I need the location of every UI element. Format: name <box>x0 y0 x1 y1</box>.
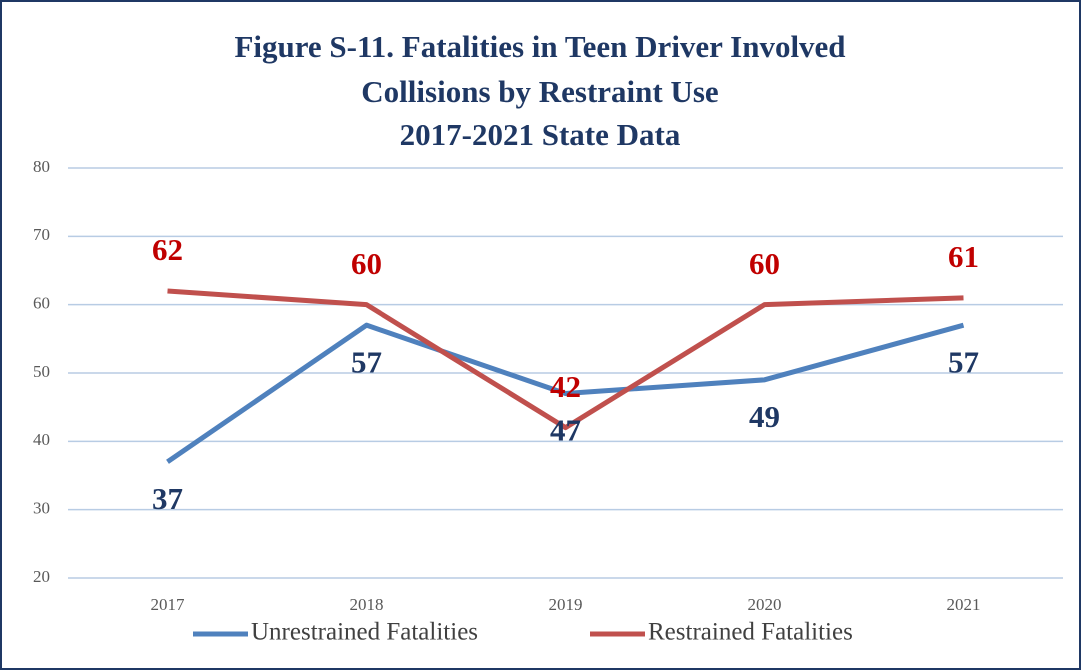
x-tick-label: 2020 <box>748 595 782 614</box>
data-label: 49 <box>749 399 780 434</box>
y-tick-label: 60 <box>33 294 50 313</box>
y-tick-label: 70 <box>33 225 50 244</box>
data-label: 62 <box>152 232 183 267</box>
data-label: 61 <box>948 239 979 274</box>
legend-label: Unrestrained Fatalities <box>251 619 478 646</box>
x-tick-label: 2018 <box>350 595 384 614</box>
legend-label: Restrained Fatalities <box>648 619 853 646</box>
series-line <box>166 322 965 464</box>
y-tick-label: 40 <box>33 430 50 449</box>
data-label: 42 <box>550 369 581 404</box>
data-label: 57 <box>351 344 382 379</box>
chart-title: 2017-2021 State Data <box>400 117 681 152</box>
x-tick-label: 2017 <box>151 595 186 614</box>
data-label: 47 <box>550 413 581 448</box>
data-label: 57 <box>948 344 979 379</box>
data-label: 37 <box>152 481 183 516</box>
series-line <box>167 288 964 431</box>
data-label: 60 <box>749 246 780 281</box>
x-tick-label: 2021 <box>947 595 981 614</box>
y-tick-label: 20 <box>33 567 50 586</box>
data-label: 60 <box>351 246 382 281</box>
x-tick-label: 2019 <box>549 595 583 614</box>
y-tick-label: 30 <box>33 499 50 518</box>
y-tick-label: 50 <box>33 362 50 381</box>
y-tick-label: 80 <box>33 157 50 176</box>
chart-title: Collisions by Restraint Use <box>361 74 718 109</box>
chart-title: Figure S-11. Fatalities in Teen Driver I… <box>234 29 845 64</box>
